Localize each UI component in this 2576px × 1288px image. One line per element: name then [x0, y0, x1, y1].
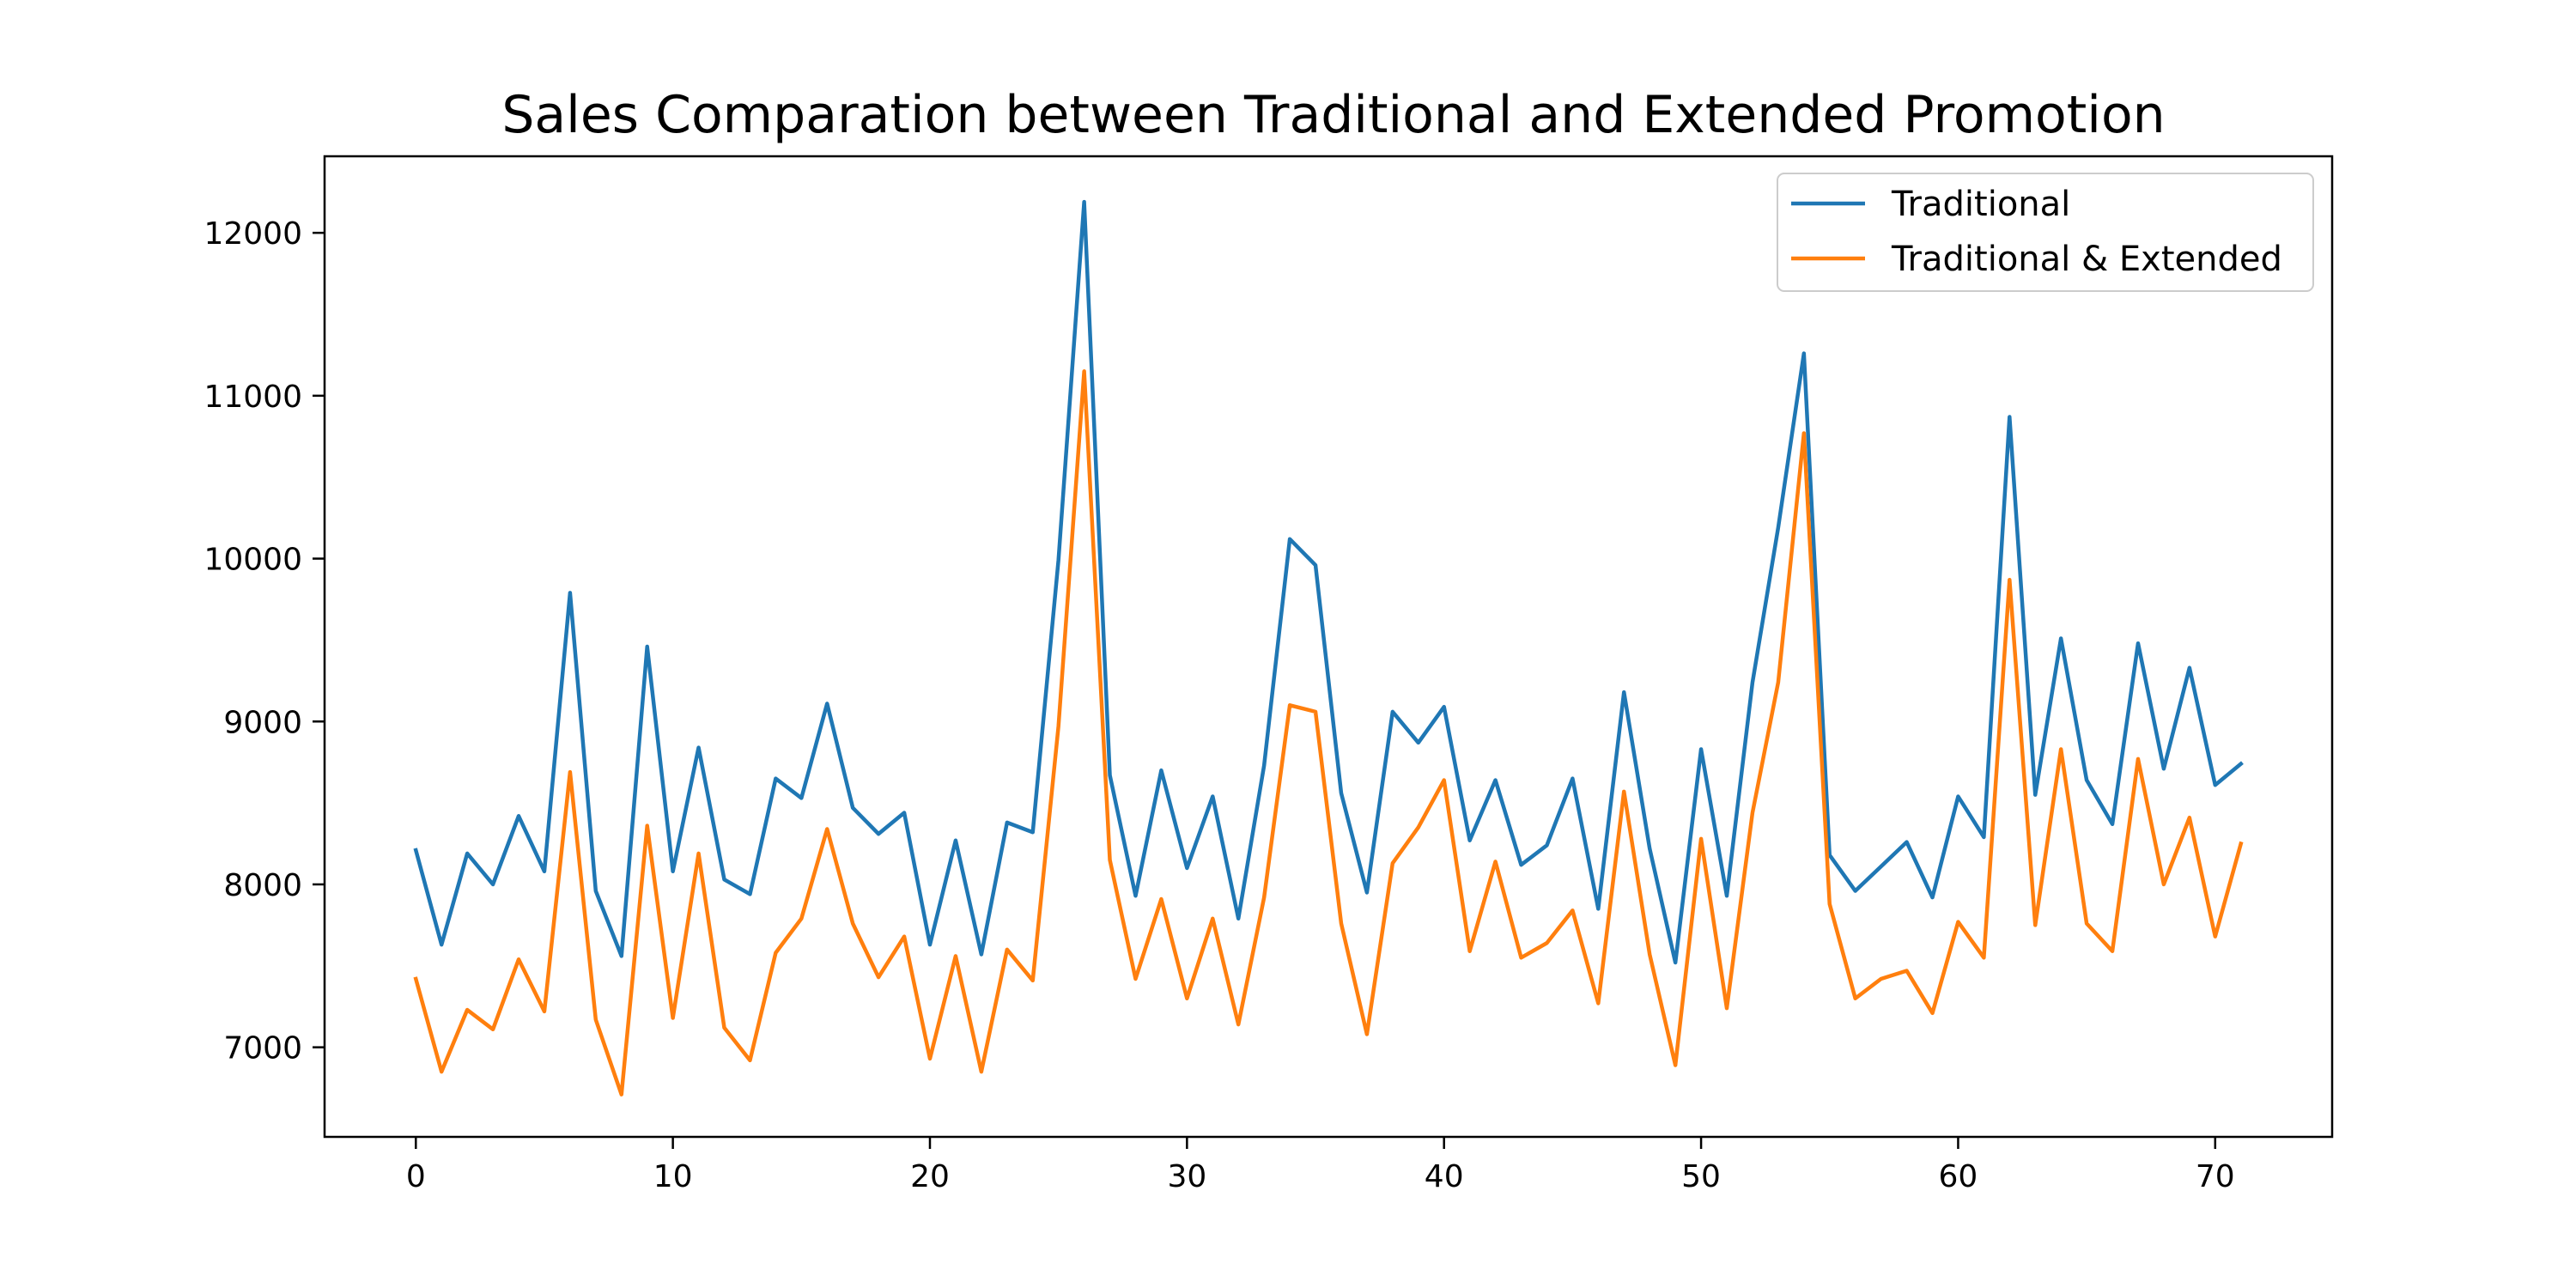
y-tick-label: 9000 [223, 705, 302, 740]
series-line-traditional [413, 199, 2244, 965]
y-tick-label: 11000 [204, 380, 302, 415]
x-tick-label: 0 [406, 1159, 426, 1194]
x-tick-label: 10 [653, 1159, 693, 1194]
axis-layer: 0 10 20 30 40 50 60 70 7000 8000 9000 10000 11000 120… [204, 216, 2234, 1194]
y-tick-label: 8000 [223, 868, 302, 903]
y-tick-label: 12000 [204, 216, 302, 252]
legend-label-traditional-extended: Traditional & Extended [1891, 240, 2282, 279]
series-line-traditional-extended [413, 369, 2244, 1097]
chart-title: Sales Comparation between Traditional an… [501, 85, 2165, 145]
series-layer [413, 199, 2244, 1097]
y-tick-label: 7000 [223, 1031, 302, 1066]
legend: Traditional Traditional & Extended [1777, 173, 2314, 292]
x-tick-label: 30 [1167, 1159, 1206, 1194]
x-tick-label: 40 [1425, 1159, 1464, 1194]
x-tick-label: 60 [1939, 1159, 1978, 1194]
plot-frame [323, 155, 2334, 1139]
legend-frame [1777, 173, 2314, 292]
x-tick-label: 70 [2196, 1159, 2235, 1194]
x-tick-label: 20 [910, 1159, 950, 1194]
y-tick-label: 10000 [204, 543, 302, 578]
x-tick-label: 50 [1681, 1159, 1721, 1194]
legend-label-traditional: Traditional [1891, 185, 2070, 224]
